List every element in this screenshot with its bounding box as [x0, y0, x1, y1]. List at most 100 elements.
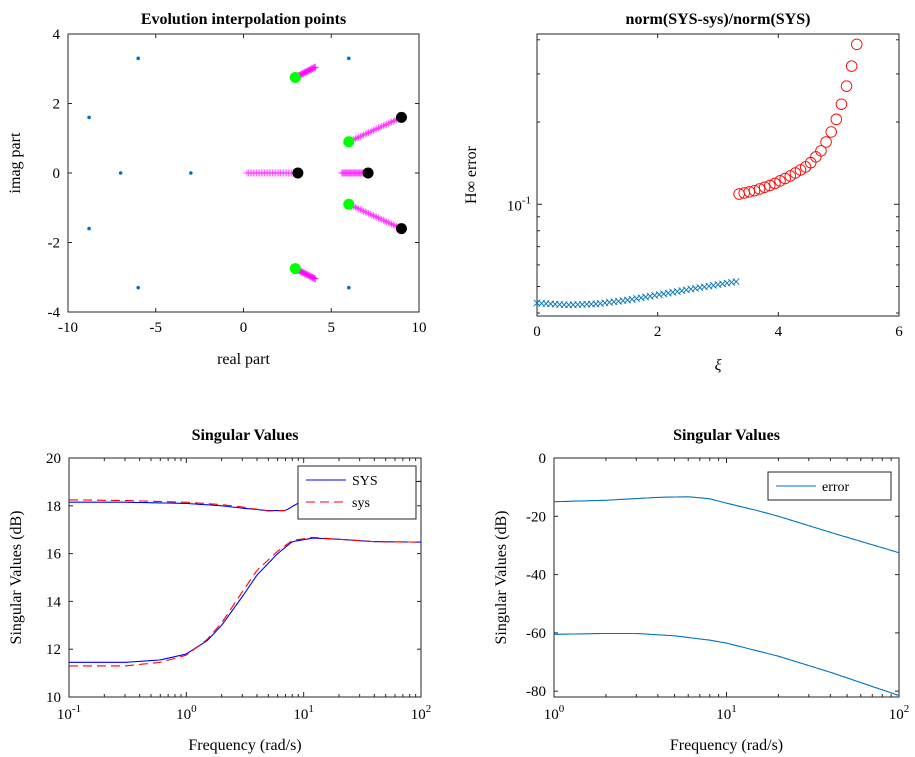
trajectory-marker: [381, 217, 389, 225]
y-tick-label: 0: [539, 451, 547, 467]
data-point-cross: [664, 289, 672, 297]
x-tick-label: 0: [533, 324, 541, 340]
y-tick-label: 10-1: [507, 194, 531, 214]
data-point-circle: [748, 184, 761, 197]
trajectory-marker: [388, 118, 396, 126]
data-point-cross: [696, 284, 704, 292]
x-tick-label-base: 10: [544, 707, 559, 723]
trajectory-marker: [381, 121, 389, 129]
point-dot: [136, 56, 140, 61]
x-tick-label-exponent: 1: [308, 703, 314, 715]
data-point-circle: [825, 126, 837, 138]
data-point-cross: [637, 294, 645, 302]
y-tick-label: 20: [46, 451, 61, 467]
y-tick-label: 4: [53, 27, 61, 43]
x-tick-label: 10: [412, 320, 427, 336]
trajectory-marker: [361, 130, 369, 138]
data-point-cross: [655, 291, 663, 299]
x-tick-label: 100: [544, 703, 565, 723]
point-dot: [87, 115, 91, 120]
y-axis-label: Singular Values (dB): [493, 511, 510, 645]
data-point-cross: [678, 287, 686, 295]
data-point-cross: [651, 291, 659, 299]
trajectory-marker: [369, 212, 377, 220]
trajectory-marker: [353, 134, 361, 142]
trajectory-marker: [374, 124, 382, 132]
y-tick-label: 12: [46, 642, 61, 658]
data-point-circle: [769, 177, 781, 190]
x-tick-label-exponent: 0: [191, 703, 197, 715]
end-point: [395, 223, 407, 235]
x-tick-label: 102: [411, 703, 432, 723]
x-axis-label: real part: [217, 351, 270, 368]
trajectory-marker: [368, 127, 376, 135]
data-point-circle: [774, 175, 786, 187]
y-tick-label: 2: [53, 97, 61, 113]
y-axis-label: H∞ error: [463, 145, 480, 204]
trajectory-marker: [388, 220, 396, 228]
trajectory-marker: [383, 120, 391, 128]
chart-title: Evolution interpolation points: [141, 11, 346, 28]
data-point-cross: [673, 287, 681, 295]
data-point-cross: [691, 284, 699, 292]
x-tick-label-base: 10: [57, 707, 72, 723]
trajectory-marker: [378, 215, 386, 223]
data-point-circle: [835, 98, 848, 110]
y-tick-label: -2: [48, 236, 61, 252]
end-point: [395, 111, 407, 123]
y-tick-label: 16: [46, 547, 62, 563]
trajectory-marker: [379, 122, 387, 130]
trajectory-marker: [356, 132, 364, 140]
x-tick-label: 2: [654, 324, 662, 340]
y-tick-label: 14: [46, 594, 62, 610]
data-point-cross: [642, 293, 650, 301]
data-point-circle: [779, 172, 791, 185]
data-point-cross: [660, 290, 668, 298]
trajectory-marker: [369, 126, 377, 134]
y-tick-label: -40: [526, 568, 546, 584]
y-tick-label: -20: [526, 509, 546, 525]
trajectory-marker: [358, 206, 366, 214]
data-point-cross: [714, 281, 722, 289]
y-tick-label: 0: [53, 166, 61, 182]
trajectory-marker: [384, 219, 392, 227]
x-tick-label-exponent: -1: [72, 703, 81, 715]
data-point-cross: [628, 295, 636, 303]
y-tick-label: -4: [48, 305, 61, 321]
y-tick-label: 10: [46, 690, 61, 706]
trajectory-marker: [373, 125, 381, 133]
start-point: [343, 136, 355, 148]
point-dot: [189, 171, 193, 175]
data-point-cross: [700, 283, 708, 291]
trajectory-marker: [358, 132, 366, 140]
trajectory-marker: [363, 129, 371, 137]
x-tick-label-exponent: 0: [559, 703, 565, 715]
x-tick-label: -10: [58, 320, 78, 336]
point-dot: [347, 56, 351, 61]
series-line-sys: [69, 536, 421, 667]
trajectory-marker: [361, 208, 369, 216]
trajectory-marker: [383, 218, 391, 226]
start-point: [289, 71, 301, 83]
end-point: [362, 167, 374, 179]
trajectory-marker: [389, 117, 397, 125]
data-point-circle: [845, 60, 858, 72]
x-tick-label-base: 10: [411, 707, 426, 723]
trajectory-marker: [353, 204, 361, 212]
data-point-circle: [764, 179, 776, 192]
data-point-cross: [732, 278, 740, 286]
x-tick-label: 0: [240, 320, 248, 336]
x-tick-label: 100: [176, 703, 197, 723]
series-line-error: [554, 496, 900, 554]
data-point-cross: [682, 286, 690, 294]
trajectory-marker: [379, 216, 387, 224]
start-point: [289, 263, 301, 275]
x-tick-label: 101: [293, 703, 314, 723]
y-tick-label-exponent: -1: [522, 194, 531, 206]
trajectory-marker: [356, 206, 364, 214]
trajectory-marker: [386, 119, 394, 127]
data-point-circle: [815, 145, 827, 157]
trajectory-marker: [371, 212, 379, 220]
chart-title: Singular Values: [192, 427, 299, 444]
